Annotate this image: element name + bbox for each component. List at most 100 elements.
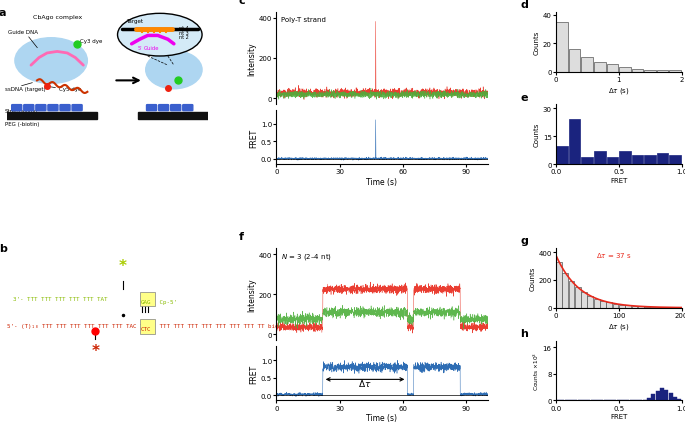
Bar (645, 71, 656, 72)
Text: CTC: CTC (141, 326, 151, 331)
Text: nt 4: nt 4 (179, 26, 188, 31)
Text: nt 3: nt 3 (179, 31, 188, 36)
Y-axis label: Counts: Counts (534, 123, 540, 147)
Bar (632, 69, 643, 72)
Bar (632, 306, 637, 308)
Text: 5': 5' (138, 46, 142, 51)
Text: g: g (521, 236, 528, 246)
Bar (664, 390, 669, 400)
Bar (651, 394, 656, 400)
FancyBboxPatch shape (36, 105, 46, 112)
Text: Guide DNA: Guide DNA (8, 30, 38, 35)
Bar (669, 394, 673, 400)
Bar (569, 281, 575, 308)
Text: h: h (521, 328, 528, 338)
Bar (562, 273, 568, 308)
Text: e: e (521, 92, 528, 102)
FancyBboxPatch shape (140, 292, 155, 307)
Bar (625, 306, 631, 308)
Bar (556, 23, 568, 72)
Text: d: d (521, 0, 528, 10)
X-axis label: $\Delta\tau$ (s): $\Delta\tau$ (s) (608, 321, 630, 331)
FancyBboxPatch shape (147, 105, 157, 112)
Bar (657, 154, 669, 165)
Y-axis label: Counts $\times10^3$: Counts $\times10^3$ (532, 351, 541, 390)
Text: Poly-T strand: Poly-T strand (281, 17, 325, 23)
Bar (669, 155, 681, 165)
Text: ssDNA (target): ssDNA (target) (5, 86, 45, 91)
Bar (607, 65, 618, 72)
FancyBboxPatch shape (12, 105, 22, 112)
Bar (619, 68, 631, 72)
Y-axis label: Intensity: Intensity (247, 278, 256, 311)
Text: $N$ = 3 (2–4 nt): $N$ = 3 (2–4 nt) (281, 251, 332, 261)
Bar (632, 155, 643, 165)
Bar (619, 152, 631, 165)
Y-axis label: Counts: Counts (534, 30, 540, 55)
Bar (607, 157, 618, 165)
Bar (677, 399, 682, 400)
Bar (612, 304, 619, 308)
FancyBboxPatch shape (24, 105, 34, 112)
Bar (638, 307, 644, 308)
Bar (650, 307, 656, 308)
Bar (594, 63, 606, 72)
FancyBboxPatch shape (1, 112, 97, 120)
Bar (644, 307, 650, 308)
FancyBboxPatch shape (48, 105, 58, 112)
Bar (556, 262, 562, 308)
Text: $\Delta\tau$ = 37 s: $\Delta\tau$ = 37 s (596, 250, 632, 259)
Ellipse shape (146, 52, 202, 89)
Text: c: c (238, 0, 245, 6)
Bar (656, 391, 660, 400)
FancyBboxPatch shape (72, 105, 82, 112)
Bar (569, 50, 580, 72)
Bar (594, 152, 606, 165)
FancyBboxPatch shape (171, 105, 181, 112)
Bar (619, 305, 625, 308)
Text: *: * (119, 258, 127, 273)
FancyBboxPatch shape (140, 319, 155, 334)
Text: PEG (-biotin): PEG (-biotin) (5, 121, 39, 126)
Y-axis label: Counts: Counts (530, 266, 536, 291)
Y-axis label: FRET: FRET (249, 128, 258, 147)
Text: Target: Target (125, 19, 142, 24)
Bar (575, 288, 581, 308)
Bar (588, 296, 593, 308)
Text: *: * (91, 343, 99, 358)
Bar (556, 146, 568, 165)
Text: b: b (0, 244, 7, 254)
Bar (594, 299, 599, 308)
Y-axis label: Intensity: Intensity (247, 42, 256, 75)
Text: Cy3 dye: Cy3 dye (80, 38, 103, 43)
Text: Streptavidin: Streptavidin (5, 108, 38, 113)
Text: GAG: GAG (141, 299, 151, 304)
FancyBboxPatch shape (60, 105, 70, 112)
Bar (673, 397, 677, 400)
Text: f: f (238, 231, 243, 241)
Text: Guide: Guide (144, 46, 159, 51)
Bar (669, 71, 681, 72)
Ellipse shape (15, 39, 88, 84)
Bar (645, 155, 656, 165)
Y-axis label: FRET: FRET (249, 364, 258, 383)
Text: nt 2: nt 2 (179, 35, 188, 40)
Text: a: a (0, 8, 6, 18)
Bar (582, 58, 593, 72)
Text: $\Delta\tau$: $\Delta\tau$ (358, 377, 372, 389)
Text: 5'- (T)₁₈ TTT TTT TTT TTT TTT TTT TAC TAC: 5'- (T)₁₈ TTT TTT TTT TTT TTT TTT TAC TA… (7, 323, 150, 328)
Bar (581, 292, 587, 308)
Bar (657, 71, 669, 72)
Bar (647, 398, 651, 400)
Bar (606, 303, 612, 308)
X-axis label: Time (s): Time (s) (366, 413, 397, 422)
Text: Cp-5': Cp-5' (155, 299, 177, 304)
FancyBboxPatch shape (159, 105, 169, 112)
Text: CbAgo complex: CbAgo complex (33, 15, 82, 20)
Text: TTT TTT TTT TTT TTT TTT TTT TT biotin-3': TTT TTT TTT TTT TTT TTT TTT TT biotin-3' (155, 323, 299, 328)
Ellipse shape (118, 14, 202, 57)
Bar (660, 388, 664, 400)
Bar (582, 157, 593, 165)
Text: 3'- TTT TTT TTT TTT TTT TAT: 3'- TTT TTT TTT TTT TTT TAT (13, 296, 108, 301)
FancyBboxPatch shape (183, 105, 192, 112)
